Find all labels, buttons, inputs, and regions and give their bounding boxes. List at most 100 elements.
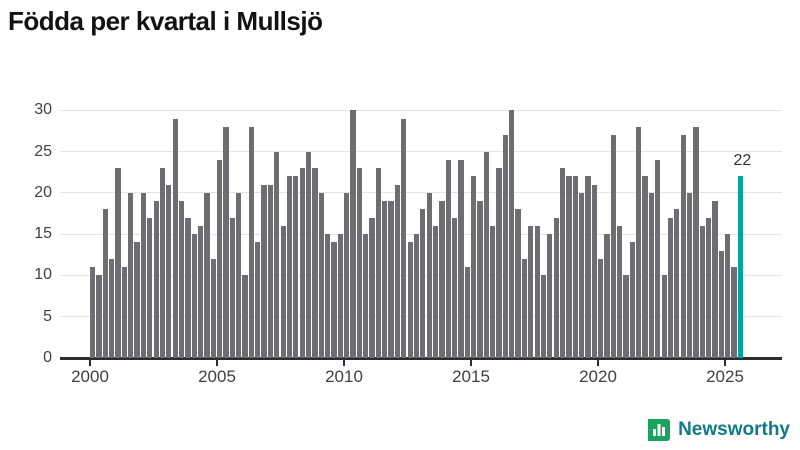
bar — [521, 258, 528, 358]
bar — [140, 192, 147, 358]
bar — [236, 192, 242, 358]
bar — [559, 168, 566, 358]
gridline — [60, 151, 782, 153]
bar — [642, 176, 648, 358]
newsworthy-logo-icon — [647, 418, 671, 442]
bar — [680, 135, 686, 358]
bar — [655, 159, 661, 358]
bar — [483, 151, 489, 358]
x-tick-label: 2010 — [325, 367, 363, 386]
x-tick-label: 2015 — [452, 367, 490, 386]
bar — [598, 258, 604, 358]
brand-name: Newsworthy — [678, 419, 790, 440]
bar — [420, 209, 426, 358]
bar — [229, 217, 235, 358]
y-tick-label: 10 — [34, 266, 52, 284]
bar — [223, 126, 229, 358]
bar — [394, 184, 401, 358]
bar — [312, 168, 318, 358]
bar — [280, 225, 286, 358]
bar — [629, 242, 636, 358]
bar — [369, 217, 375, 358]
bar — [604, 234, 610, 358]
bar — [305, 151, 312, 358]
bar — [413, 234, 420, 358]
y-tick-label: 30 — [34, 101, 52, 119]
bar — [242, 275, 248, 358]
bar — [363, 234, 369, 358]
bar — [667, 217, 674, 358]
bar — [96, 275, 102, 358]
bar — [471, 176, 477, 358]
bar — [286, 176, 293, 358]
bar — [699, 225, 705, 358]
bar — [261, 184, 267, 358]
bar — [344, 192, 350, 358]
bar — [496, 168, 502, 358]
bar — [90, 267, 96, 358]
bar — [210, 258, 216, 358]
x-tick-label: 2000 — [71, 367, 109, 386]
x-tick-mark — [216, 360, 218, 366]
bar — [693, 126, 699, 358]
bar — [566, 176, 572, 358]
bar — [439, 201, 445, 358]
bar — [617, 225, 623, 358]
bar — [572, 176, 578, 358]
chart-title: Födda per kvartal i Mullsjö — [8, 6, 323, 36]
bar — [623, 275, 629, 358]
brand-footer: Newsworthy — [647, 418, 790, 442]
bar — [248, 126, 255, 358]
bar — [705, 217, 712, 358]
bar — [115, 168, 121, 358]
bar — [451, 217, 458, 358]
x-tick-mark — [597, 360, 599, 366]
bar — [121, 267, 128, 358]
bar — [337, 234, 343, 358]
bar — [217, 159, 223, 358]
bar — [490, 225, 496, 358]
bar — [553, 217, 559, 358]
bar — [166, 184, 172, 358]
bar — [153, 201, 159, 358]
bar — [445, 159, 451, 358]
bar — [578, 192, 585, 358]
bar — [432, 225, 439, 358]
bar — [382, 201, 388, 358]
bar — [502, 135, 509, 358]
bar — [674, 209, 680, 358]
bar — [204, 192, 210, 358]
bar — [718, 250, 724, 358]
bar — [407, 242, 413, 358]
bar — [356, 168, 362, 358]
bar — [375, 168, 382, 358]
highlight-value-label: 22 — [733, 152, 752, 170]
x-tick-mark — [343, 360, 345, 366]
bar — [547, 234, 553, 358]
bar — [686, 192, 693, 358]
bar — [274, 151, 280, 358]
y-tick-label: 15 — [34, 225, 52, 243]
bar — [585, 176, 591, 358]
bar — [331, 242, 337, 358]
bar — [255, 242, 261, 358]
bar — [159, 168, 166, 358]
gridline — [60, 192, 782, 194]
x-tick-label: 2025 — [706, 367, 744, 386]
x-tick-mark — [470, 360, 472, 366]
bar — [648, 192, 655, 358]
bar — [299, 168, 305, 358]
bar — [324, 234, 331, 358]
bar — [134, 242, 140, 358]
bar — [725, 234, 731, 358]
bar — [528, 225, 534, 358]
bar — [318, 192, 324, 358]
bar — [661, 275, 667, 358]
bar — [426, 192, 432, 358]
x-tick-mark — [724, 360, 726, 366]
bar — [147, 217, 153, 358]
bar — [191, 234, 197, 358]
bar — [731, 267, 737, 358]
bar — [515, 209, 521, 358]
